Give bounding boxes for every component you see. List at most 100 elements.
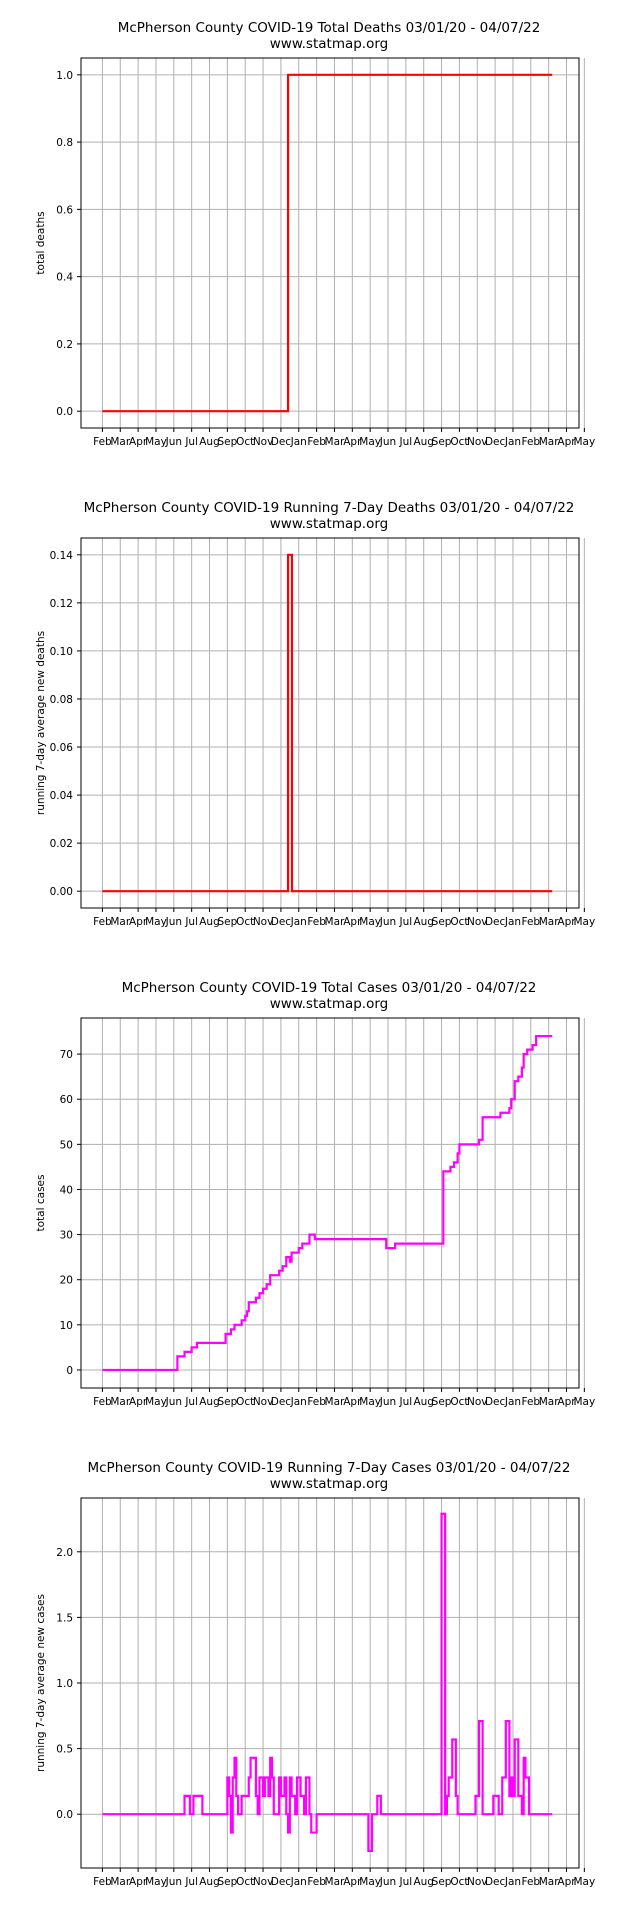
- x-tick-label-jan: Jan: [504, 1396, 521, 1408]
- y-tick-label-60: 60: [60, 1094, 73, 1106]
- x-tick-label-jun: Jun: [379, 1396, 396, 1408]
- chart-subtitle: www.statmap.org: [270, 1476, 389, 1492]
- x-tick-label-nov: Nov: [253, 436, 274, 448]
- plot-area-frame: [80, 57, 580, 429]
- x-tick-label-feb: Feb: [93, 436, 112, 448]
- x-tick-label-dec: Dec: [485, 1396, 506, 1408]
- total-deaths-chart: McPherson County COVID-19 Total Deaths 0…: [35, 20, 595, 448]
- x-tick-label-mar: Mar: [539, 436, 559, 448]
- y-tick-label-1-0: 1.0: [56, 70, 73, 82]
- x-tick-label-nov: Nov: [467, 436, 488, 448]
- x-tick-label-sep: Sep: [432, 1876, 452, 1888]
- x-tick-label-jun: Jun: [379, 436, 396, 448]
- x-tick-label-nov: Nov: [467, 1876, 488, 1888]
- x-tick-label-nov: Nov: [467, 1396, 488, 1408]
- x-tick-label-jul: Jul: [399, 1396, 413, 1408]
- x-tick-label-feb: Feb: [522, 916, 541, 928]
- x-tick-label-aug: Aug: [199, 1876, 220, 1888]
- x-tick-label-jan: Jan: [504, 436, 521, 448]
- y-tick-label-2-0: 2.0: [56, 1547, 73, 1559]
- x-tick-label-oct: Oct: [236, 1396, 254, 1408]
- x-tick-label-feb: Feb: [522, 1396, 541, 1408]
- x-tick-label-jul: Jul: [184, 436, 198, 448]
- x-tick-label-sep: Sep: [432, 916, 452, 928]
- x-tick-label-sep: Sep: [217, 1396, 237, 1408]
- y-tick-label-20: 20: [60, 1275, 73, 1287]
- x-tick-label-aug: Aug: [199, 916, 220, 928]
- x-tick-label-jan: Jan: [504, 916, 521, 928]
- x-tick-label-may: May: [573, 1396, 595, 1408]
- y-tick-label-0-00: 0.00: [50, 886, 73, 898]
- x-tick-label-apr: Apr: [557, 916, 576, 928]
- x-tick-label-apr: Apr: [557, 1876, 576, 1888]
- x-tick-label-may: May: [145, 436, 167, 448]
- x-tick-label-may: May: [359, 916, 381, 928]
- x-tick-label-jan: Jan: [504, 1876, 521, 1888]
- x-tick-label-oct: Oct: [236, 436, 254, 448]
- chart-subtitle: www.statmap.org: [270, 996, 389, 1012]
- x-tick-label-aug: Aug: [199, 436, 220, 448]
- x-tick-label-jul: Jul: [184, 1396, 198, 1408]
- x-tick-label-feb: Feb: [307, 1876, 326, 1888]
- x-tick-label-may: May: [359, 436, 381, 448]
- total-cases-chart: McPherson County COVID-19 Total Cases 03…: [35, 980, 595, 1408]
- x-tick-label-aug: Aug: [413, 436, 434, 448]
- series-line-0: [102, 553, 553, 893]
- y-tick-label-1-5: 1.5: [56, 1612, 73, 1624]
- x-tick-label-aug: Aug: [413, 1396, 434, 1408]
- y-tick-label-0-04: 0.04: [50, 790, 74, 802]
- x-tick-label-oct: Oct: [450, 1396, 468, 1408]
- x-tick-label-dec: Dec: [485, 1876, 506, 1888]
- y-axis-label: running 7-day average new cases: [35, 1594, 47, 1772]
- running-7day-deaths-chart: McPherson County COVID-19 Running 7-Day …: [35, 500, 595, 928]
- chart-subtitle: www.statmap.org: [270, 36, 389, 52]
- x-tick-label-apr: Apr: [129, 1396, 148, 1408]
- x-tick-label-jul: Jul: [399, 1876, 413, 1888]
- y-tick-label-0-2: 0.2: [56, 339, 73, 351]
- x-tick-label-mar: Mar: [110, 916, 130, 928]
- x-tick-label-dec: Dec: [485, 436, 506, 448]
- x-tick-label-apr: Apr: [129, 1876, 148, 1888]
- x-tick-label-may: May: [359, 1876, 381, 1888]
- x-tick-label-mar: Mar: [539, 916, 559, 928]
- x-tick-label-oct: Oct: [450, 1876, 468, 1888]
- x-tick-label-aug: Aug: [413, 916, 434, 928]
- x-tick-label-jul: Jul: [399, 916, 413, 928]
- x-tick-label-may: May: [573, 916, 595, 928]
- y-axis-label: total deaths: [35, 211, 47, 274]
- chart-title: McPherson County COVID-19 Total Deaths 0…: [118, 20, 541, 36]
- x-tick-label-dec: Dec: [485, 916, 506, 928]
- chart-subtitle: www.statmap.org: [270, 516, 389, 532]
- x-tick-label-apr: Apr: [129, 436, 148, 448]
- x-tick-label-apr: Apr: [343, 1876, 362, 1888]
- x-tick-label-dec: Dec: [271, 916, 292, 928]
- plot-area-frame: [80, 1497, 580, 1869]
- x-tick-label-jun: Jun: [165, 1876, 182, 1888]
- x-tick-label-feb: Feb: [93, 1396, 112, 1408]
- x-tick-label-sep: Sep: [432, 1396, 452, 1408]
- x-tick-label-feb: Feb: [522, 436, 541, 448]
- x-tick-label-feb: Feb: [307, 436, 326, 448]
- y-tick-label-0-14: 0.14: [50, 550, 74, 562]
- plot-area-frame: [80, 1017, 580, 1389]
- y-tick-label-0-4: 0.4: [56, 272, 73, 284]
- series-line-0: [102, 73, 553, 413]
- x-tick-label-oct: Oct: [450, 436, 468, 448]
- x-tick-label-mar: Mar: [110, 1876, 130, 1888]
- x-tick-label-sep: Sep: [217, 1876, 237, 1888]
- x-tick-label-jan: Jan: [290, 1876, 307, 1888]
- x-tick-label-sep: Sep: [217, 436, 237, 448]
- x-tick-label-jul: Jul: [184, 916, 198, 928]
- chart-title: McPherson County COVID-19 Total Cases 03…: [122, 980, 537, 996]
- plot-area-frame: [80, 537, 580, 909]
- y-tick-label-0-02: 0.02: [50, 838, 73, 850]
- x-tick-label-mar: Mar: [539, 1396, 559, 1408]
- y-tick-label-0-10: 0.10: [50, 646, 73, 658]
- y-tick-label-0-5: 0.5: [56, 1744, 73, 1756]
- x-tick-label-mar: Mar: [110, 1396, 130, 1408]
- running-7day-cases-chart: McPherson County COVID-19 Running 7-Day …: [35, 1460, 595, 1888]
- y-tick-label-0: 0: [66, 1365, 73, 1377]
- x-tick-label-mar: Mar: [110, 436, 130, 448]
- x-tick-label-aug: Aug: [199, 1396, 220, 1408]
- y-tick-label-70: 70: [60, 1049, 73, 1061]
